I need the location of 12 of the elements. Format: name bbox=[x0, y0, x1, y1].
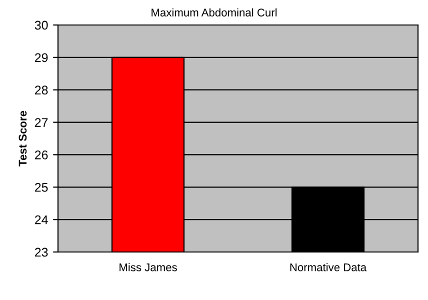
y-tick-label: 27 bbox=[35, 118, 48, 127]
chart-title: Maximum Abdominal Curl bbox=[152, 8, 277, 16]
x-tick-label: Miss James bbox=[120, 263, 177, 272]
y-tick-label: 30 bbox=[34, 20, 48, 30]
y-tick-label: 23 bbox=[35, 248, 48, 257]
y-tick-label: 26 bbox=[35, 150, 48, 160]
y-tick-label: 25 bbox=[35, 182, 48, 192]
y-tick-label: 28 bbox=[35, 86, 48, 95]
y-tick-label: 24 bbox=[35, 215, 48, 224]
y-tick-label: 29 bbox=[35, 53, 48, 62]
y-axis-title: Test Score bbox=[18, 110, 27, 166]
x-tick-label: Normative Data bbox=[290, 263, 367, 272]
